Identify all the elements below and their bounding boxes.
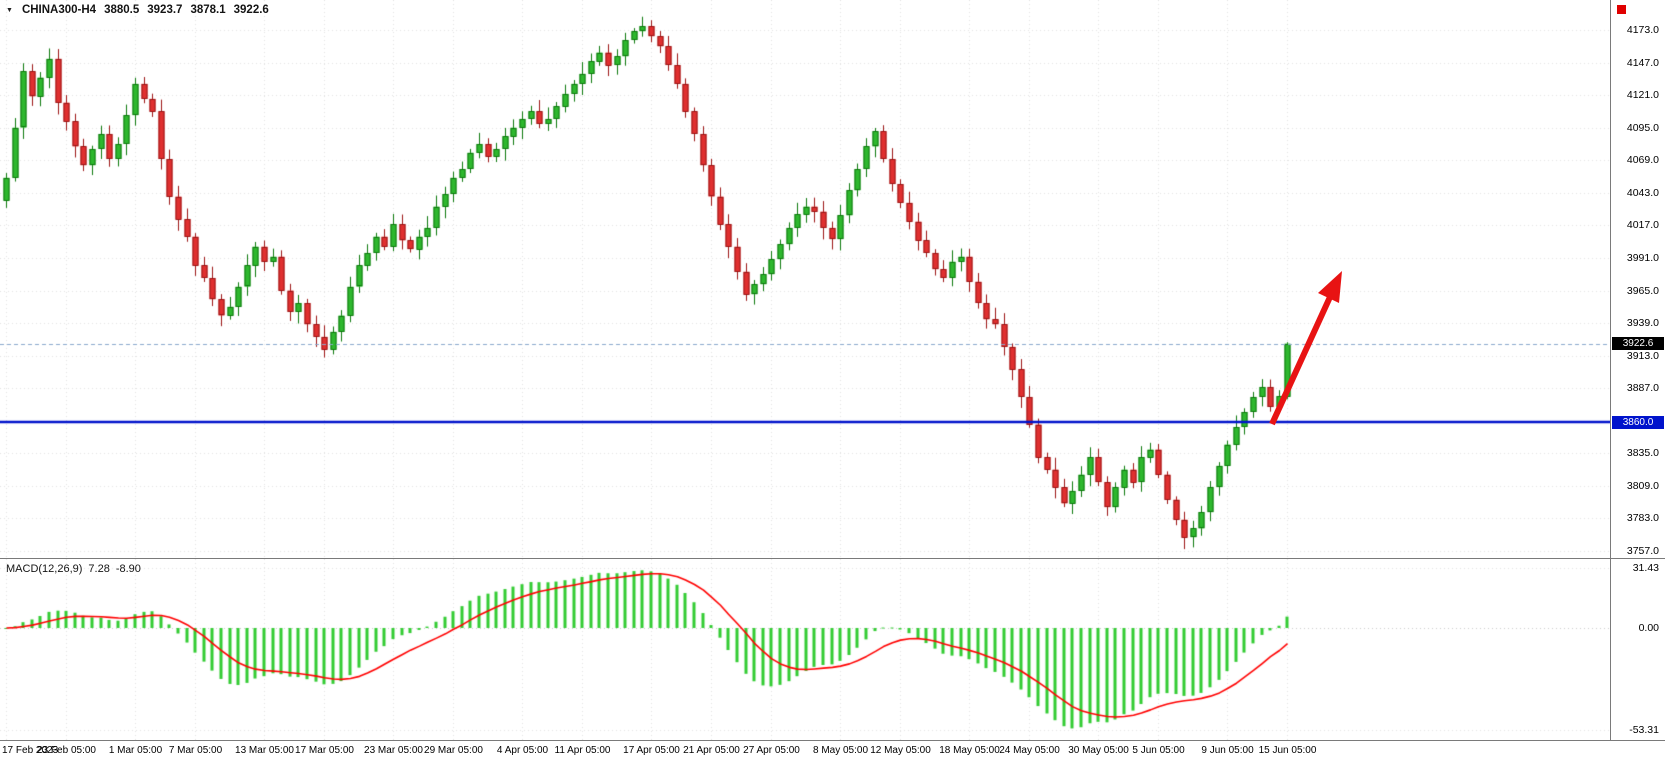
- price-tick-label: 3757.0: [1626, 545, 1659, 557]
- time-tick-label: 17 Apr 05:00: [623, 745, 680, 756]
- price-tick-label: 4173.0: [1626, 24, 1659, 36]
- price-tick-label: 3913.0: [1626, 349, 1659, 362]
- time-tick-label: 12 May 05:00: [870, 745, 931, 756]
- price-tick-label: 3887.0: [1626, 382, 1659, 395]
- time-axis-separator: [0, 740, 1665, 741]
- time-tick-label: 4 Apr 05:00: [496, 745, 549, 756]
- macd-main-value: 7.28: [88, 563, 110, 575]
- time-tick-label: 17 Mar 05:00: [295, 745, 354, 756]
- macd-axis-label: 31.43: [1632, 562, 1659, 574]
- time-tick-label: 18 May 05:00: [939, 745, 1000, 756]
- price-tick-label: 3939.0: [1626, 317, 1659, 330]
- macd-axis-label: -53.31: [1629, 723, 1659, 736]
- symbol-dropdown-icon[interactable]: ▼: [6, 6, 13, 14]
- low-value: 3878.1: [190, 4, 226, 16]
- price-tick-label: 4069.0: [1626, 154, 1659, 167]
- price-axis[interactable]: 3922.6 3860.0 4173.0 4147.0 4121.0 4095.0 40…: [1611, 0, 1665, 740]
- time-tick-label: 5 Jun 05:00: [1132, 745, 1185, 756]
- time-tick-label: 27 Apr 05:00: [743, 745, 800, 756]
- time-tick-label: 30 May 05:00: [1068, 745, 1129, 756]
- time-tick-label: 23 Mar 05:00: [364, 745, 423, 756]
- macd-signal-value: -8.90: [115, 563, 141, 575]
- price-tick-label: 3783.0: [1626, 512, 1659, 525]
- candlestick-chart[interactable]: [0, 0, 1610, 558]
- red-square-marker: [1617, 5, 1626, 14]
- time-tick-label: 21 Apr 05:00: [683, 745, 740, 756]
- time-tick-label: 7 Mar 05:00: [168, 745, 223, 756]
- price-tick-label: 3965.0: [1626, 284, 1659, 297]
- time-tick-label: 8 May 05:00: [812, 745, 869, 756]
- macd-indicator-panel[interactable]: [0, 559, 1610, 740]
- current-price-label: 3922.6: [1612, 337, 1664, 351]
- symbol-timeframe-label: CHINA300-H4: [21, 4, 97, 16]
- price-axis-border: [1610, 0, 1611, 740]
- price-tick-label: 4147.0: [1626, 56, 1659, 69]
- price-tick-label: 4043.0: [1626, 186, 1659, 199]
- open-value: 3880.5: [104, 4, 140, 16]
- price-tick-label: 3835.0: [1626, 447, 1659, 460]
- hline-price-label: 3860.0: [1612, 415, 1664, 429]
- high-value: 3923.7: [147, 4, 183, 16]
- time-tick-label: 1 Mar 05:00: [108, 745, 163, 756]
- time-tick-label: 17 Feb 2023: [2, 745, 59, 756]
- macd-indicator-label: MACD(12,26,9) 7.28 -8.90: [6, 563, 141, 575]
- time-tick-label: 13 Mar 05:00: [235, 745, 294, 756]
- time-tick-label: 15 Jun 05:00: [1258, 745, 1317, 756]
- time-axis[interactable]: 17 Feb 2023 23 Feb 05:00 1 Mar 05:00 7 Mar …: [0, 741, 1665, 765]
- price-tick-label: 3991.0: [1626, 251, 1659, 264]
- time-tick-label: 29 Mar 05:00: [424, 745, 483, 756]
- macd-axis-label: 0.00: [1638, 622, 1659, 634]
- time-tick-label: 23 Feb 05:00: [37, 745, 96, 756]
- time-tick-label: 11 Apr 05:00: [554, 745, 611, 756]
- price-tick-label: 3809.0: [1626, 479, 1659, 492]
- time-tick-label: 9 Jun 05:00: [1201, 745, 1254, 756]
- chart-ohlc-info: ▼ CHINA300-H4 3880.5 3923.7 3878.1 3922.…: [6, 4, 269, 16]
- macd-name: MACD(12,26,9): [6, 563, 83, 575]
- price-tick-label: 4121.0: [1626, 89, 1659, 102]
- price-tick-label: 4017.0: [1626, 219, 1659, 232]
- panel-separator[interactable]: [0, 558, 1665, 559]
- time-tick-label: 24 May 05:00: [999, 745, 1060, 756]
- price-tick-label: 4095.0: [1626, 121, 1659, 134]
- close-value: 3922.6: [233, 4, 269, 16]
